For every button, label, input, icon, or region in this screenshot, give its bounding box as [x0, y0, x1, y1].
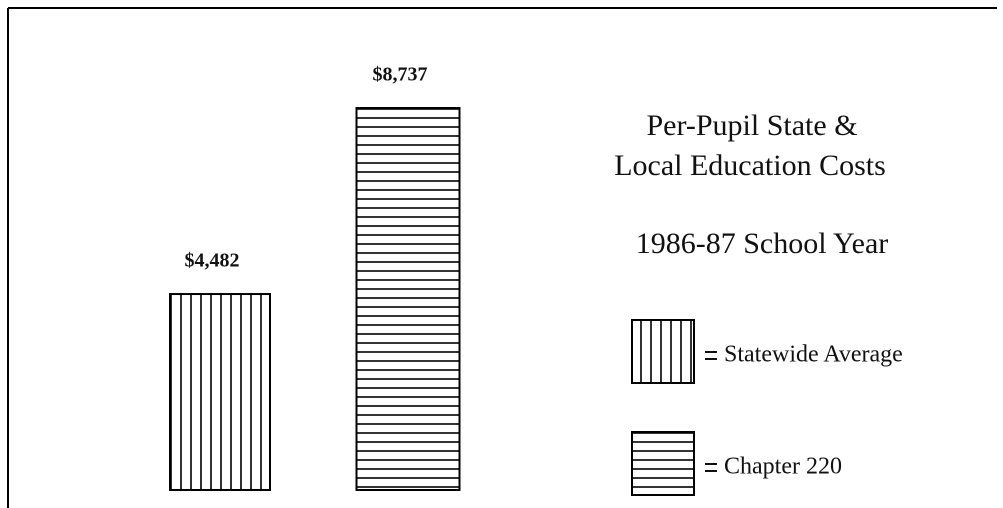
bar	[169, 293, 271, 491]
legend-label: Chapter 220	[724, 454, 842, 480]
chart-subtitle: 1986-87 School Year	[636, 227, 889, 260]
legend-label: Statewide Average	[724, 342, 903, 368]
chart-title: Per-Pupil State &	[646, 109, 857, 142]
bar	[355, 107, 461, 491]
value-label: $8,737	[373, 64, 428, 86]
legend-swatch	[631, 431, 695, 496]
value-label: $4,482	[185, 250, 240, 272]
legend-swatch	[631, 319, 695, 384]
chart-title: Local Education Costs	[614, 149, 886, 182]
